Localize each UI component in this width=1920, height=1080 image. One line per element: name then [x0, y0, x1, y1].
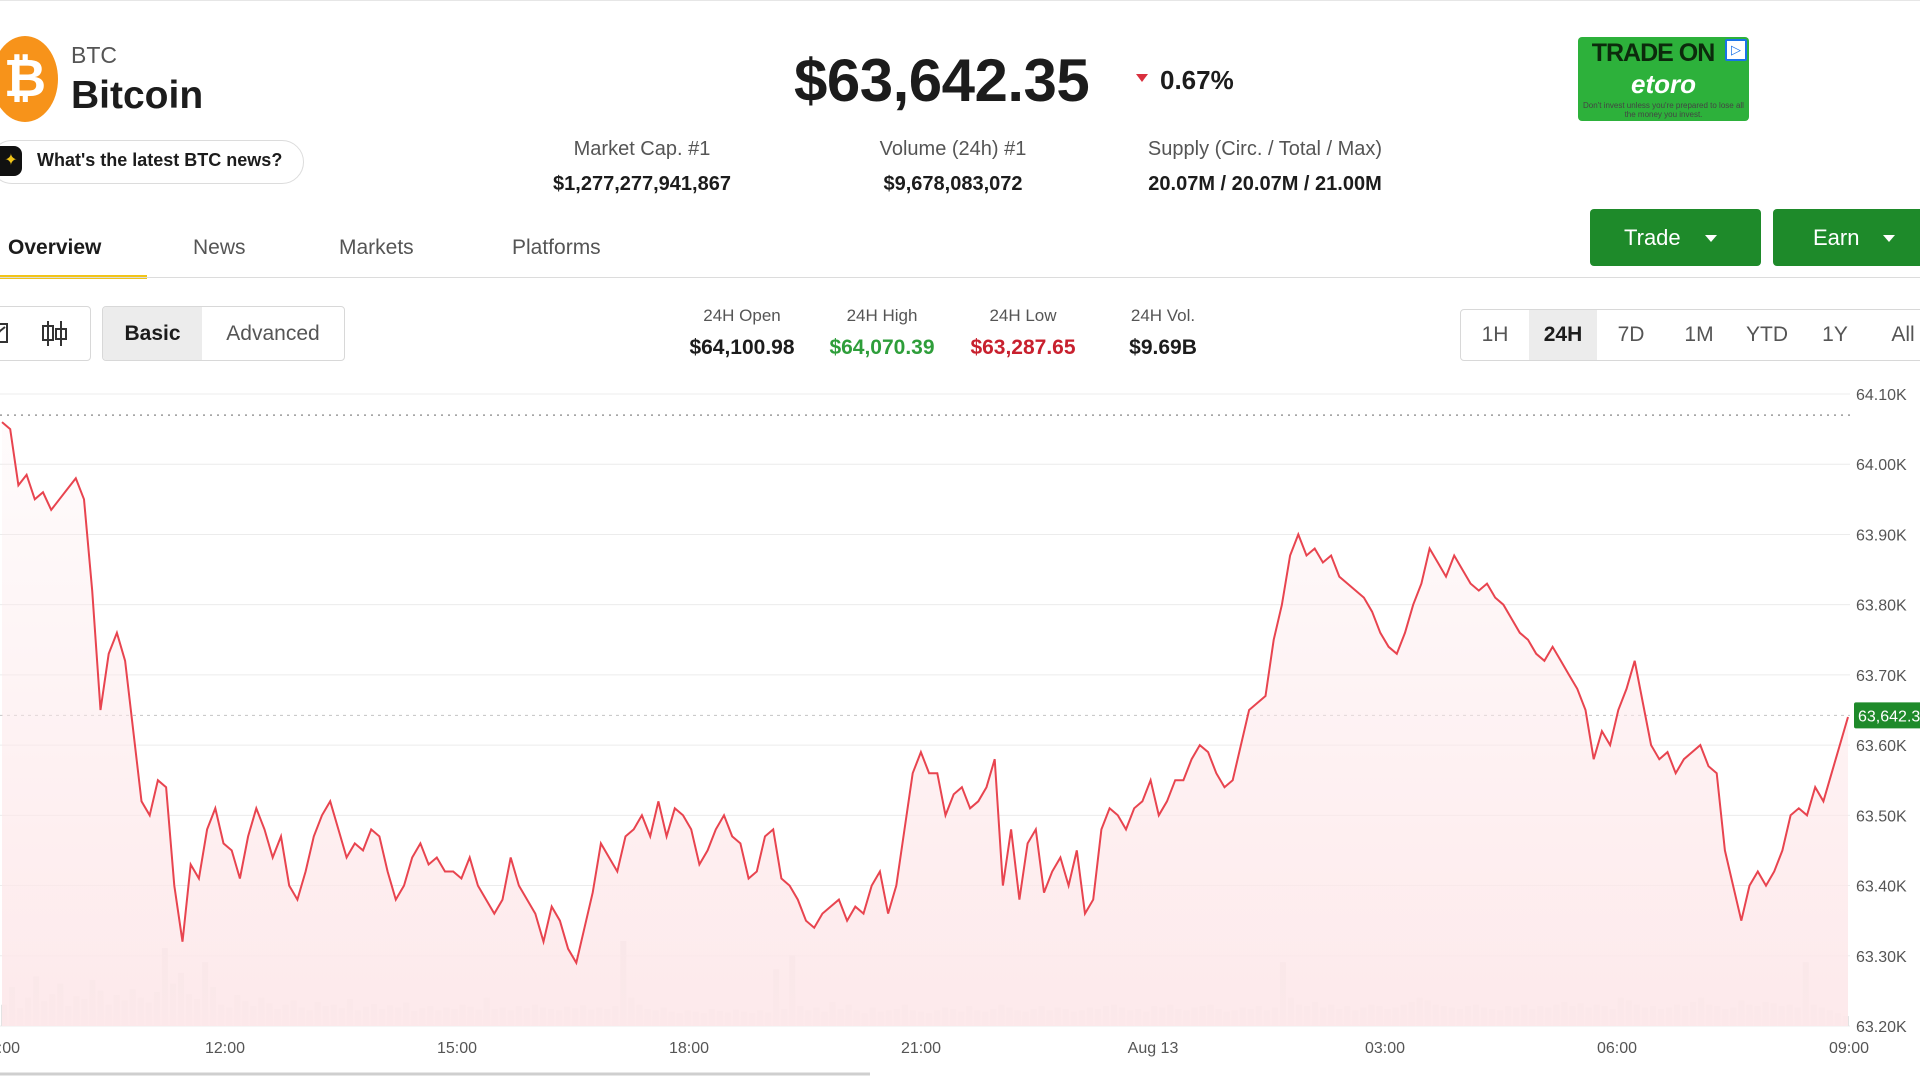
stat-volume: Volume (24h) #1 $9,678,083,072 [833, 138, 1073, 196]
coin-ticker: BTC [71, 42, 117, 68]
x-tick-label: 12:00 [205, 1040, 245, 1057]
candlestick-icon[interactable] [42, 321, 67, 346]
y-tick-label: 63.20K [1856, 1019, 1907, 1036]
line-chart-icon[interactable] [0, 323, 8, 343]
x-tick-label: 03:00 [1365, 1040, 1405, 1057]
y-tick-label: 63.30K [1856, 949, 1907, 966]
stat-value: $64,070.39 [829, 336, 935, 359]
range-1y-button[interactable]: 1Y [1822, 323, 1848, 346]
stat-supply: Supply (Circ. / Total / Max) 20.07M / 20… [1110, 138, 1420, 196]
chart-type-toggle [0, 306, 91, 361]
x-tick-label: 21:00 [901, 1040, 941, 1057]
y-tick-label: 63.40K [1856, 879, 1907, 896]
price-change-percent: 0.67% [1160, 65, 1234, 95]
stat-24h-low: 24H Low $63,287.65 [953, 306, 1093, 360]
stat-value: $63,287.65 [970, 336, 1076, 359]
stat-value: $9.69B [1129, 336, 1197, 359]
x-tick-label: 18:00 [669, 1040, 709, 1057]
range-ytd-button[interactable]: YTD [1746, 323, 1788, 346]
x-tick-label: 15:00 [437, 1040, 477, 1057]
current-price-tag [1854, 702, 1920, 729]
range-7d-button[interactable]: 7D [1617, 323, 1645, 346]
tab-markets[interactable]: Markets [339, 236, 414, 259]
chevron-down-icon [1883, 235, 1895, 242]
ad-title: TRADE ON [1591, 39, 1716, 67]
news-prompt-button[interactable] [0, 140, 304, 184]
current-price: $63,642.35 [794, 47, 1090, 114]
bitcoin-logo-icon: ₿ [0, 36, 58, 122]
sparkle-icon: ✦ [0, 146, 22, 176]
stat-24h-high: 24H High $64,070.39 [812, 306, 952, 360]
stat-label: 24H Low [989, 306, 1057, 325]
stat-label: Supply (Circ. / Total / Max) [1147, 138, 1383, 160]
range-1h-button[interactable]: 1H [1481, 323, 1509, 346]
stat-value: 20.07M / 20.07M / 21.00M [1148, 173, 1382, 195]
y-tick-label: 63.80K [1856, 598, 1907, 615]
stat-label: 24H High [846, 306, 918, 325]
y-tick-label: 64.00K [1856, 457, 1907, 474]
trade-button[interactable]: Trade [1590, 209, 1761, 266]
stat-24h-open: 24H Open $64,100.98 [672, 306, 812, 360]
earn-button[interactable]: Earn [1773, 209, 1920, 266]
x-tick-label: 06:00 [1597, 1040, 1637, 1057]
y-tick-label: 63.90K [1856, 527, 1907, 544]
y-tick-label: 63.70K [1856, 668, 1907, 685]
tab-divider [0, 277, 1920, 278]
tab-news[interactable]: News [193, 236, 246, 259]
x-tick-label: 09:00 [0, 1040, 20, 1057]
stat-value: $1,277,277,941,867 [553, 173, 731, 195]
y-tick-label: 64.10K [1856, 387, 1907, 404]
etoro-ad-banner[interactable]: TRADE ON etoro ▷ [1578, 37, 1749, 121]
ad-info-icon[interactable]: ▷ [1725, 39, 1747, 61]
chevron-down-icon [1705, 235, 1717, 242]
stat-label: 24H Vol. [1130, 306, 1196, 325]
advanced-mode-button[interactable]: Advanced [226, 322, 320, 345]
tab-platforms[interactable]: Platforms [512, 236, 601, 259]
tab-overview[interactable]: Overview [8, 236, 102, 259]
y-tick-label: 63.60K [1856, 738, 1907, 755]
ad-disclaimer: Don't invest unless you're prepared to l… [1583, 101, 1744, 119]
stat-label: Volume (24h) #1 [879, 138, 1027, 160]
range-24h-button[interactable]: 24H [1529, 310, 1597, 360]
stat-label: 24H Open [703, 306, 781, 325]
stat-value: $9,678,083,072 [883, 173, 1023, 195]
stat-24h-volume: 24H Vol. $9.69B [1103, 306, 1223, 360]
chart-mode-toggle: Basic Advanced [102, 306, 345, 361]
earn-label: Earn [1813, 225, 1860, 250]
stat-market-cap: Market Cap. #1 $1,277,277,941,867 [522, 138, 762, 196]
current-price-tag-label: 63,642.35 [1858, 708, 1920, 725]
price-chart[interactable]: 64.10K 64.00K 63.90K 63.80K 63.70K 63.60K 63.5… [0, 380, 1920, 1080]
basic-mode-button[interactable]: Basic [103, 307, 202, 360]
ad-brand: etoro [1631, 69, 1696, 99]
coin-name: Bitcoin [71, 74, 204, 117]
top-border [0, 0, 1920, 1]
time-range-selector: 1H 24H 7D 1M YTD 1Y All [1460, 309, 1920, 361]
trade-label: Trade [1624, 225, 1681, 250]
stat-label: Market Cap. #1 [573, 138, 711, 160]
x-tick-label: 09:00 [1829, 1040, 1869, 1057]
range-1m-button[interactable]: 1M [1684, 323, 1714, 346]
range-all-button[interactable]: All [1891, 323, 1915, 346]
y-tick-label: 63.50K [1856, 808, 1907, 825]
price-area-fill [2, 422, 1848, 1027]
stat-value: $64,100.98 [689, 336, 795, 359]
price-line [1, 421, 1849, 966]
x-tick-label: Aug 13 [1128, 1040, 1179, 1057]
news-prompt-label: What's the latest BTC news? [37, 150, 283, 170]
price-down-arrow-icon [1136, 74, 1148, 82]
